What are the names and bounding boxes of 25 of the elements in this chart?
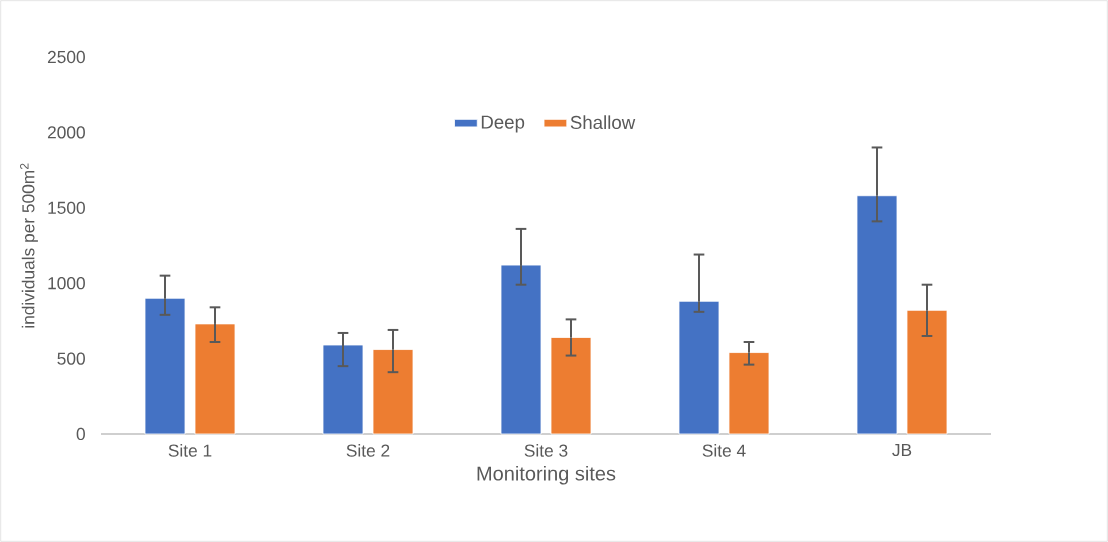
legend-label: Shallow — [570, 115, 636, 130]
bar — [372, 349, 414, 435]
bar — [194, 323, 236, 435]
x-tick-label: Site 3 — [524, 444, 568, 457]
bar — [906, 309, 948, 435]
y-tick-label: 2500 — [47, 50, 85, 64]
bar — [856, 195, 898, 435]
y-tick-label: 500 — [57, 352, 85, 365]
y-tick-label: 0 — [76, 427, 85, 441]
bar — [728, 352, 770, 435]
y-tick-label: 2000 — [47, 126, 85, 139]
x-tick-label: Site 1 — [168, 444, 212, 457]
x-tick-label: Site 4 — [702, 444, 746, 457]
bar — [678, 300, 720, 435]
x-tick-label: Site 2 — [346, 444, 390, 457]
y-tick-label: 1000 — [48, 277, 85, 290]
bar — [322, 344, 364, 435]
bar — [500, 264, 542, 435]
bar — [144, 297, 186, 435]
y-axis-title: individuals per 500m$^{2}$ — [20, 163, 38, 328]
bar — [550, 337, 592, 435]
x-axis-title: Monitoring sites — [477, 465, 616, 485]
legend-label: Deep — [481, 115, 525, 133]
y-tick-label: 1500 — [48, 201, 85, 214]
x-tick-label: JB — [892, 444, 912, 457]
